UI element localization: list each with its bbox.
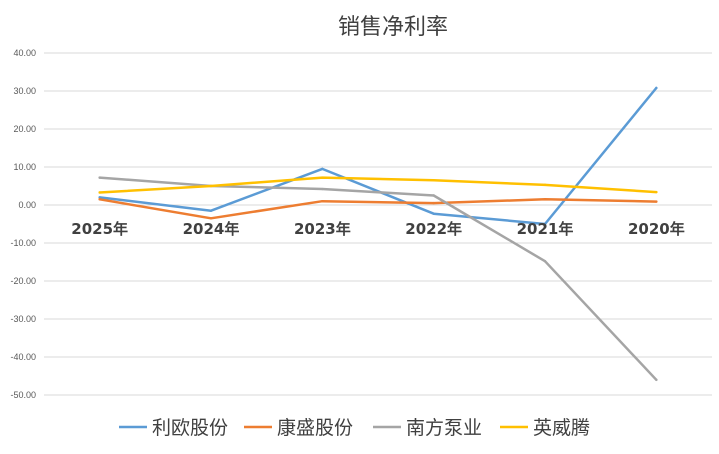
data-point <box>209 217 213 220</box>
legend-label: 南方泵业 <box>406 417 482 439</box>
data-point <box>98 198 101 201</box>
data-point <box>655 86 658 90</box>
y-tick-label: 20.00 <box>13 124 36 134</box>
series-line-2 <box>98 176 658 382</box>
x-tick-label: 2022年 <box>405 220 462 238</box>
y-tick-label: 0.00 <box>18 200 36 210</box>
data-point <box>209 209 213 212</box>
data-point <box>432 179 435 182</box>
data-point <box>321 200 324 203</box>
series-lines <box>98 86 658 382</box>
data-point <box>98 191 101 194</box>
data-point <box>321 187 324 191</box>
data-point <box>543 198 547 201</box>
x-axis: 2025年 2024年 2023年 2022年 2021年 2020年 <box>71 220 684 238</box>
data-point <box>543 260 547 263</box>
y-axis: 40.00 30.00 20.00 10.00 0.00 -10.00 -20.00 -30.… <box>10 48 36 400</box>
data-point <box>432 201 435 205</box>
data-point <box>98 176 101 179</box>
y-tick-label: -40.00 <box>10 352 36 362</box>
series-line-3 <box>98 176 658 194</box>
legend: 利欧股份 康盛股份 南方泵业 英威腾 <box>119 417 590 439</box>
series-line-0 <box>98 86 658 226</box>
data-point <box>655 200 658 203</box>
legend-label: 英威腾 <box>533 417 590 439</box>
legend-label: 康盛股份 <box>277 417 353 439</box>
x-tick-label: 2020年 <box>628 220 685 238</box>
series-line-1 <box>98 198 658 220</box>
y-tick-label: -30.00 <box>10 314 36 324</box>
y-tick-label: 10.00 <box>13 162 36 172</box>
gridlines <box>44 52 712 396</box>
data-point <box>209 184 213 188</box>
data-point <box>98 196 101 199</box>
data-point <box>321 176 324 179</box>
data-point <box>432 194 435 197</box>
data-point <box>543 222 547 226</box>
y-tick-label: -50.00 <box>10 390 36 400</box>
y-tick-label: 40.00 <box>13 48 36 58</box>
x-tick-label: 2024年 <box>183 220 240 238</box>
x-tick-label: 2021年 <box>517 220 574 238</box>
data-point <box>655 190 658 194</box>
data-point <box>543 183 547 187</box>
data-point <box>321 167 324 171</box>
x-tick-label: 2023年 <box>294 220 351 238</box>
x-tick-label: 2025年 <box>71 220 128 238</box>
data-point <box>432 212 435 215</box>
chart-title: 销售净利率 <box>338 15 448 40</box>
data-point <box>655 378 658 381</box>
legend-label: 利欧股份 <box>152 417 228 439</box>
y-tick-label: -20.00 <box>10 276 36 286</box>
y-tick-label: -10.00 <box>10 238 36 248</box>
y-tick-label: 30.00 <box>13 86 36 96</box>
